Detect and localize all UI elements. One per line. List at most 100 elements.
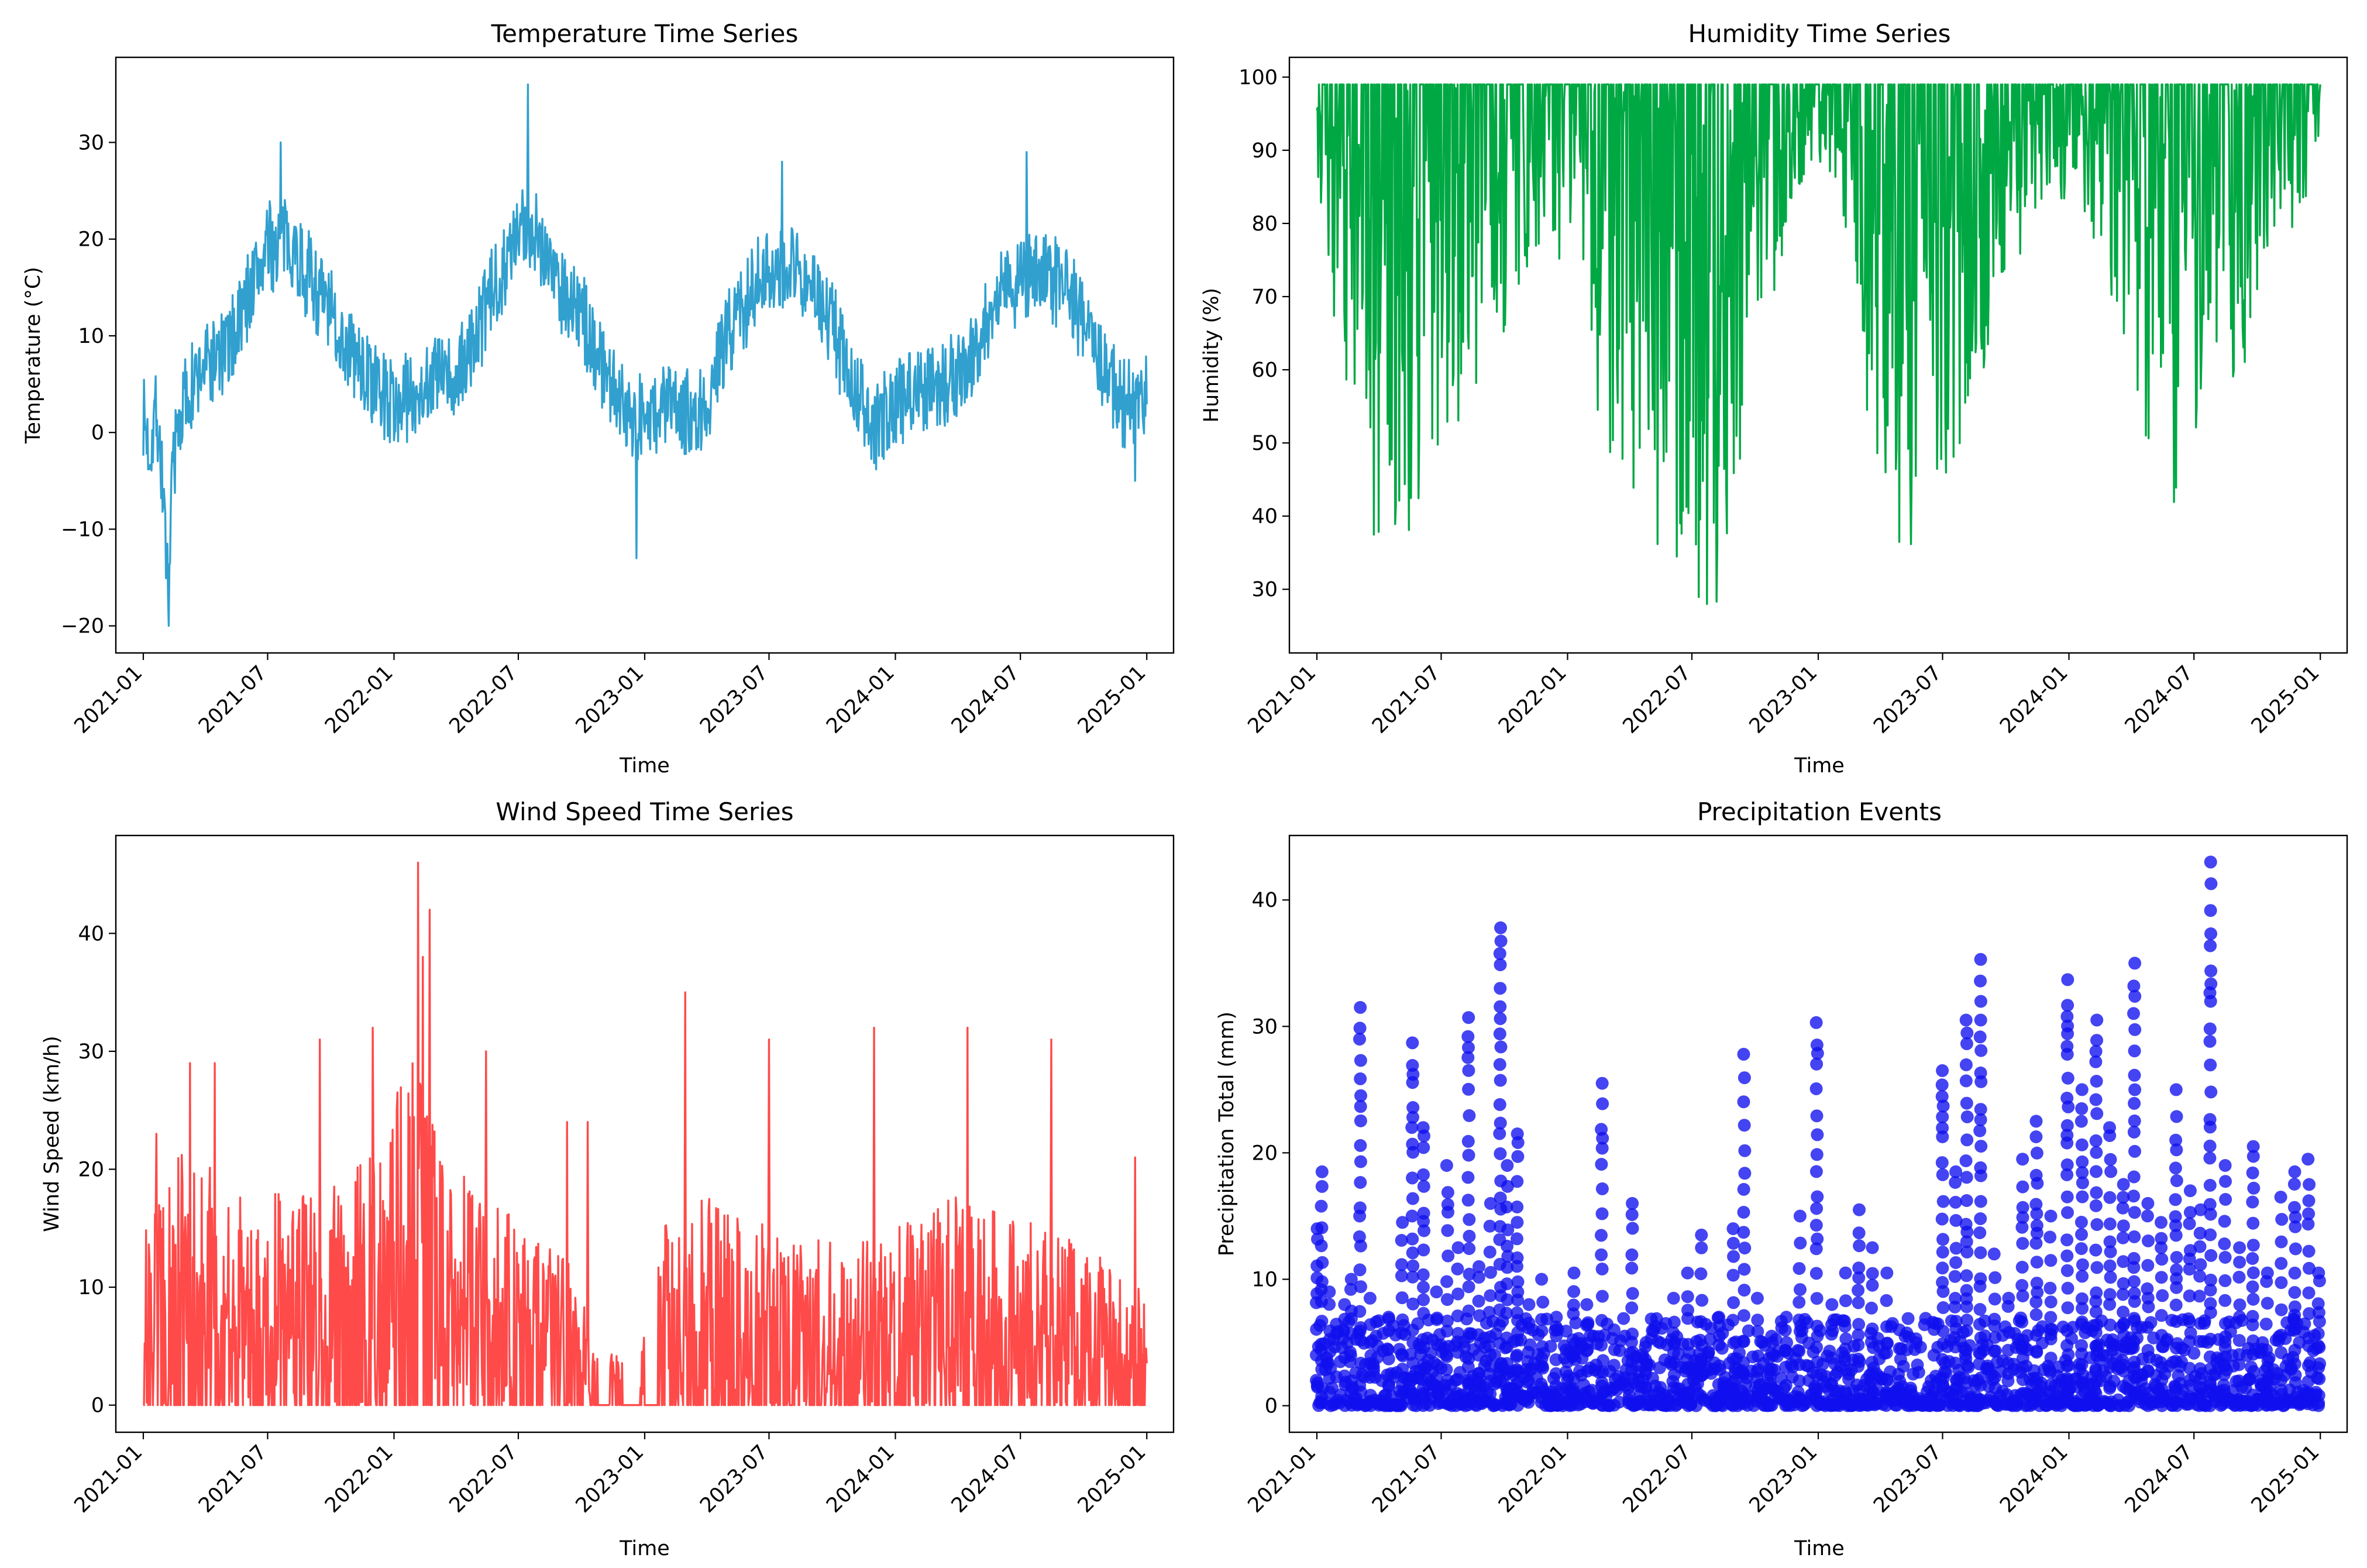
precipitation-point — [2044, 1209, 2058, 1223]
precipitation-point — [2155, 1241, 2168, 1254]
precipitation-point — [2103, 1129, 2117, 1142]
precipitation-point — [1936, 1130, 1949, 1143]
precipitation-point — [2061, 1206, 2074, 1219]
precipitation-point — [2169, 1083, 2183, 1096]
x-tick-label: 2023-07 — [696, 661, 773, 738]
precipitation-point — [2313, 1372, 2326, 1385]
precipitation-point — [2233, 1298, 2246, 1312]
precipitation-point — [2233, 1310, 2246, 1323]
precipitation-point — [2187, 1346, 2201, 1360]
precipitation-point — [1936, 1353, 1949, 1366]
precipitation-point — [1810, 1340, 1824, 1354]
precipitation-point — [1451, 1287, 1465, 1301]
precipitation-point — [2127, 1261, 2141, 1274]
precipitation-point — [1494, 1116, 1507, 1130]
x-tick-label: 2021-01 — [70, 1440, 147, 1518]
precipitation-point — [2275, 1276, 2288, 1290]
precipitation-point — [2183, 1289, 2196, 1302]
precipitation-point — [1559, 1325, 1573, 1338]
precipitation-point — [2090, 1165, 2103, 1178]
precipitation-point — [1417, 1293, 1430, 1306]
x-tick-label: 2025-01 — [1074, 661, 1151, 738]
precipitation-point — [1596, 1366, 1609, 1378]
precipitation-point — [2260, 1275, 2273, 1288]
precipitation-point — [2246, 1292, 2260, 1306]
precipitation-point — [2075, 1347, 2089, 1361]
precipitation-point — [1494, 1191, 1507, 1205]
precipitation-point — [2103, 1259, 2117, 1273]
precipitation-point — [1450, 1387, 1464, 1400]
precipitation-point — [2203, 1151, 2217, 1165]
precipitation-point — [1417, 1141, 1430, 1154]
plot-frame — [115, 56, 1175, 654]
precipitation-point — [1353, 1305, 1367, 1318]
precipitation-point — [1406, 1336, 1420, 1349]
precipitation-point — [1974, 995, 1987, 1008]
precipitation-point — [1344, 1349, 1357, 1362]
precipitation-point — [1626, 1222, 1639, 1235]
precipitation-point — [2103, 1380, 2117, 1393]
precipitation-point — [1315, 1239, 1328, 1253]
precipitation-point — [1395, 1388, 1408, 1402]
precipitation-point — [1405, 1121, 1419, 1134]
precipitation-point — [1936, 1325, 1950, 1338]
precipitation-point — [1793, 1325, 1807, 1338]
precipitation-point — [2289, 1322, 2302, 1335]
precipitation-point — [1825, 1328, 1838, 1341]
precipitation-point — [2117, 1178, 2130, 1191]
precipitation-point — [1463, 1229, 1476, 1243]
precipitation-point — [2043, 1322, 2057, 1336]
precipitation-point — [2090, 1375, 2103, 1388]
precipitation-point — [1382, 1324, 1396, 1337]
x-tick-label: 2022-01 — [321, 661, 398, 738]
precipitation-point — [2288, 1266, 2301, 1280]
precipitation-point — [1694, 1352, 1708, 1366]
precipitation-point — [1324, 1362, 1337, 1375]
precipitation-point — [1738, 1309, 1750, 1322]
x-axis-label: Time — [1794, 1537, 1845, 1560]
precipitation-point — [1694, 1267, 1708, 1281]
precipitation-point — [1625, 1248, 1639, 1261]
precipitation-point — [1484, 1289, 1497, 1302]
precipitation-point — [2289, 1376, 2302, 1390]
precipitation-point — [2060, 1158, 2074, 1171]
precipitation-point — [1430, 1311, 1444, 1325]
precipitation-point — [1811, 1128, 1824, 1141]
precipitation-point — [1935, 1090, 1949, 1103]
precipitation-point — [1852, 1338, 1865, 1352]
precipitation-point — [2246, 1347, 2260, 1361]
precipitation-point — [1501, 1340, 1514, 1354]
precipitation-point — [1935, 1212, 1949, 1226]
x-tick-label: 2021-07 — [1368, 661, 1445, 738]
precipitation-point — [2075, 1102, 2089, 1115]
precipitation-point — [1960, 1171, 1973, 1184]
precipitation-point — [1451, 1373, 1464, 1386]
precipitation-point — [1974, 1331, 1987, 1345]
precipitation-point — [1949, 1382, 1962, 1395]
precipitation-point — [1580, 1391, 1594, 1405]
precipitation-point — [1810, 1148, 1824, 1161]
precipitation-point — [1494, 1040, 1508, 1054]
precipitation-point — [1511, 1349, 1523, 1362]
precipitation-point — [1737, 1095, 1750, 1109]
precipitation-point — [1549, 1320, 1563, 1333]
precipitation-point — [2169, 1298, 2183, 1312]
precipitation-point — [1451, 1241, 1465, 1254]
precipitation-point — [1406, 1232, 1419, 1246]
precipitation-point — [1536, 1295, 1550, 1309]
precipitation-point — [1681, 1312, 1694, 1325]
precipitation-point — [2016, 1180, 2029, 1194]
precipitation-point — [1668, 1368, 1681, 1381]
precipitation-point — [2090, 1339, 2103, 1352]
x-tick-label: 2024-01 — [822, 1440, 899, 1518]
precipitation-point — [1417, 1281, 1430, 1294]
precipitation-point — [1974, 1044, 1988, 1057]
x-tick-label: 2021-01 — [1244, 1440, 1321, 1518]
precipitation-point — [1695, 1339, 1709, 1352]
precipitation-point — [1511, 1388, 1524, 1401]
precipitation-point — [1974, 1347, 1987, 1360]
precipitation-point — [2122, 1399, 2136, 1412]
precipitation-point — [2128, 1206, 2141, 1219]
precipitation-point — [2302, 1207, 2316, 1220]
precipitation-point — [1960, 1110, 1974, 1123]
